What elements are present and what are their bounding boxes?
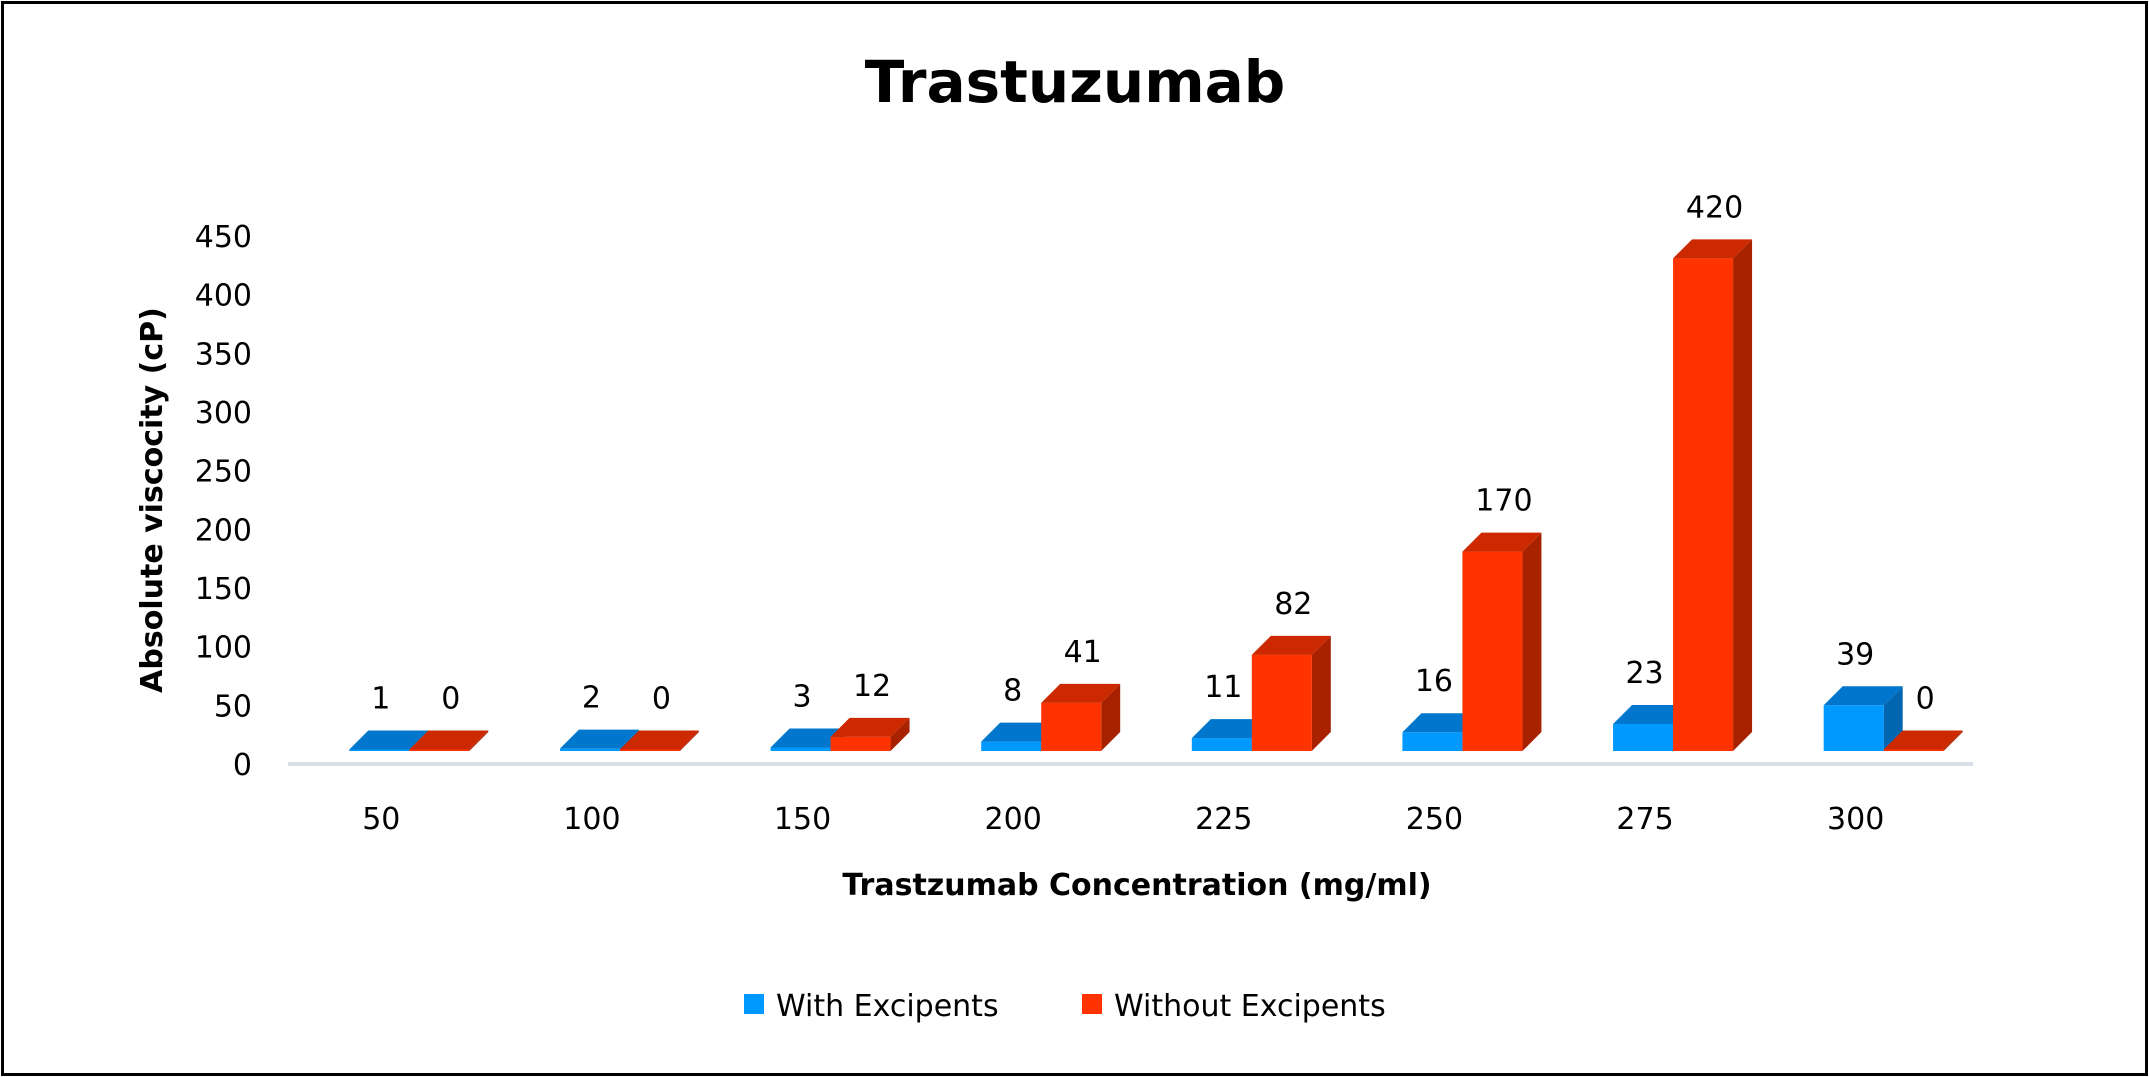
- bar-top: [1462, 532, 1542, 552]
- data-label: 0: [652, 682, 671, 717]
- bar-top: [619, 730, 699, 750]
- data-label: 82: [1274, 587, 1312, 622]
- x-tick-label: 150: [774, 802, 831, 837]
- x-tick-label: 250: [1406, 802, 1463, 837]
- bar-side: [1883, 686, 1903, 751]
- bar-side: [469, 730, 489, 751]
- bar-top: [770, 728, 850, 748]
- x-tick-label: 50: [362, 802, 400, 837]
- bar-side: [1943, 730, 1963, 751]
- data-label: 16: [1415, 664, 1453, 699]
- y-tick-label: 350: [195, 337, 252, 372]
- bar-top: [1251, 635, 1331, 655]
- data-label: 8: [1003, 674, 1022, 709]
- bar-side: [1522, 532, 1542, 751]
- bar-top: [1883, 730, 1963, 750]
- y-tick-label: 100: [195, 631, 252, 666]
- bar-top: [981, 722, 1061, 742]
- bar-top: [559, 729, 639, 749]
- bar-top: [1673, 239, 1753, 259]
- y-tick-label: 250: [195, 455, 252, 490]
- bar-side: [1733, 239, 1753, 751]
- y-tick-label: 200: [195, 513, 252, 548]
- bar: [1823, 705, 1884, 751]
- bar-top: [349, 730, 429, 750]
- data-label: 3: [793, 679, 812, 714]
- bar: [770, 747, 831, 751]
- data-label: 12: [853, 669, 891, 704]
- chart-title: Trastuzumab: [865, 48, 1286, 116]
- bar: [1041, 702, 1102, 751]
- y-tick-label: 450: [195, 220, 252, 255]
- data-label: 420: [1686, 190, 1743, 225]
- legend-swatch-without-excipents: [1082, 994, 1102, 1014]
- legend: With Excipents Without Excipents: [744, 989, 1386, 1024]
- bar: [559, 748, 620, 751]
- y-tick-label: 300: [195, 396, 252, 431]
- x-tick-label: 300: [1827, 802, 1884, 837]
- bar: [1462, 551, 1523, 751]
- bar-side: [890, 717, 910, 751]
- bar-top: [1823, 686, 1903, 706]
- data-label: 1: [371, 682, 390, 717]
- data-label: 0: [1916, 682, 1935, 717]
- data-label: 170: [1475, 484, 1532, 519]
- bar-top: [830, 717, 910, 737]
- bar: [619, 749, 680, 751]
- x-tick-label: 200: [985, 802, 1042, 837]
- legend-label-with-excipents: With Excipents: [776, 989, 999, 1024]
- bar-top: [1613, 705, 1693, 725]
- bar-top: [409, 730, 489, 750]
- bar-side: [1101, 683, 1121, 751]
- x-tick-label: 100: [563, 802, 620, 837]
- bar-side: [679, 730, 699, 751]
- x-tick-label: 225: [1195, 802, 1252, 837]
- y-tick-label: 50: [214, 689, 252, 724]
- data-label: 0: [441, 682, 460, 717]
- bar: [349, 749, 410, 751]
- bar-top: [1191, 719, 1271, 739]
- data-label: 39: [1836, 637, 1874, 672]
- bar-top: [1402, 713, 1482, 733]
- bar: [1613, 724, 1674, 751]
- bar: [981, 741, 1042, 751]
- data-label: 2: [582, 681, 601, 716]
- bar: [1402, 732, 1463, 751]
- data-label: 11: [1204, 670, 1242, 705]
- y-tick-label: 150: [195, 572, 252, 607]
- bar: [1251, 654, 1312, 751]
- bar: [1191, 738, 1252, 751]
- bar: [1883, 749, 1944, 751]
- data-label: 23: [1625, 656, 1663, 691]
- bar: [830, 736, 891, 751]
- data-label: 41: [1064, 635, 1102, 670]
- y-tick-label: 400: [195, 279, 252, 314]
- x-axis-label: Trastzumab Concentration (mg/ml): [842, 868, 1431, 903]
- x-tick-label: 275: [1616, 802, 1673, 837]
- bar: [409, 749, 470, 751]
- legend-swatch-with-excipents: [744, 994, 764, 1014]
- legend-label-without-excipents: Without Excipents: [1114, 989, 1386, 1024]
- y-axis-label: Absolute viscocity (cP): [135, 307, 170, 693]
- bar: [1673, 258, 1734, 751]
- bar-side: [1311, 635, 1331, 751]
- bar-top: [1041, 683, 1121, 703]
- y-tick-label: 0: [233, 748, 252, 783]
